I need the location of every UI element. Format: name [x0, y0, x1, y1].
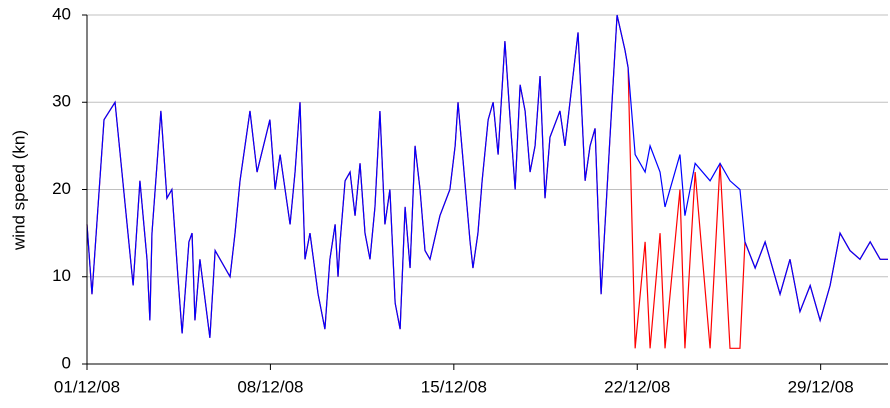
x-tick-label: 29/12/08 — [788, 377, 854, 396]
x-tick-label: 08/12/08 — [237, 377, 303, 396]
line-series — [86, 14, 888, 338]
line-series — [86, 14, 888, 349]
y-tick-label: 10 — [52, 266, 71, 285]
y-tick-label: 30 — [52, 92, 71, 111]
y-tick-label: 40 — [52, 4, 71, 23]
x-tick-label: 15/12/08 — [421, 377, 487, 396]
y-tick-label: 0 — [62, 353, 71, 372]
x-tick-label: 22/12/08 — [604, 377, 670, 396]
y-tick-label: 20 — [52, 179, 71, 198]
y-axis-label: wind speed (kn) — [9, 130, 28, 251]
x-tick-label: 01/12/08 — [54, 377, 120, 396]
